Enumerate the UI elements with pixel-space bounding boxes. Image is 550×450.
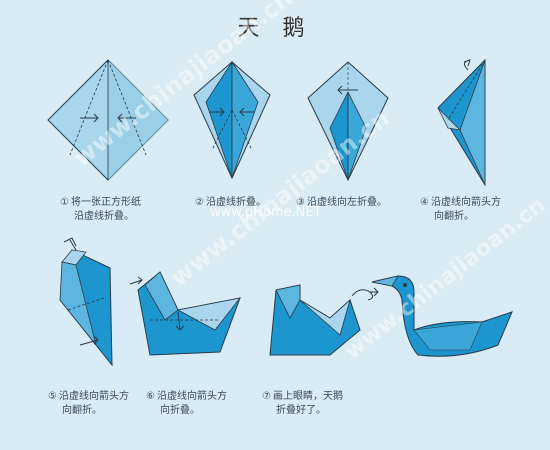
step-7-caption: ⑦ 画上眼睛，天鹅 折叠好了。 — [262, 391, 343, 416]
step-5-figure — [59, 237, 113, 367]
step-6-caption: ⑥ 沿虚线向箭头方 向折叠。 — [146, 391, 227, 416]
swan-eye-icon — [403, 283, 407, 287]
step-3-figure — [307, 61, 389, 182]
step-2-figure — [193, 60, 271, 180]
step-2-caption: ② 沿虚线折叠。 — [195, 197, 266, 208]
step-4-caption: ④ 沿虚线向箭头方 向翻折。 — [420, 197, 501, 222]
final-swan-figure — [371, 275, 513, 357]
page-title: 天 鹅 — [237, 16, 313, 41]
watermark-phome: www.pHome.NET — [210, 205, 322, 220]
step-6-figure — [129, 271, 241, 356]
step-3-caption: ③ 沿虚线向左折叠。 — [296, 197, 387, 208]
step-7-intermediate-figure — [269, 284, 379, 356]
step-1-figure — [47, 59, 169, 181]
step-5-caption: ⑤ 沿虚线向箭头方 向翻折。 — [48, 391, 129, 416]
step-1-caption: ① 将一张正方形纸 沿虚线折叠。 — [60, 197, 141, 222]
step-4-figure — [437, 58, 486, 187]
